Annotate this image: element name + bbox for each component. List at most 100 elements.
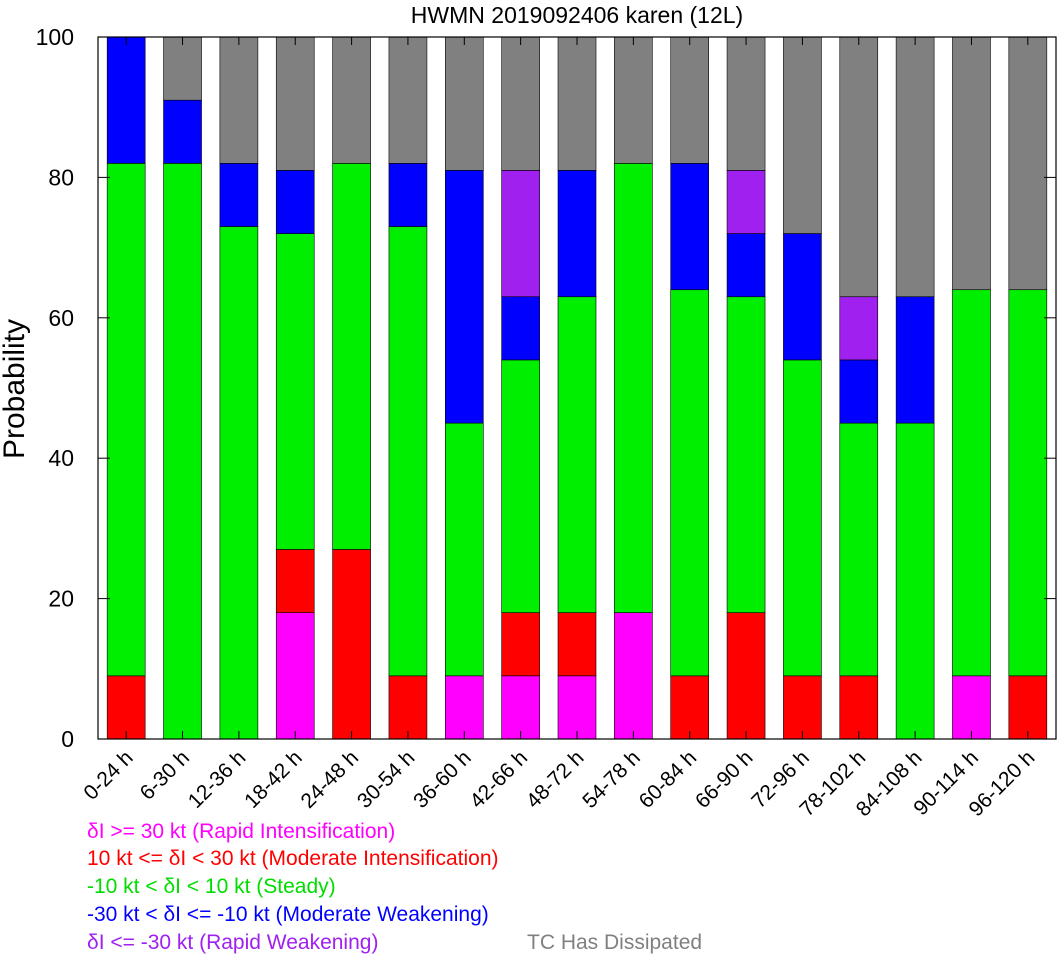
bar-segment-84-108h-s3 bbox=[895, 296, 935, 424]
bar-segment-48-72h-s2 bbox=[557, 296, 597, 613]
bar-segment-18-42h-s5 bbox=[275, 36, 315, 171]
legend-text: δI >= 30 kt (Rapid Intensification) bbox=[87, 820, 396, 843]
bar-segment-24-48h-s5 bbox=[332, 36, 371, 164]
bar-segment-12-36h-s5 bbox=[219, 36, 259, 164]
legend-steady: -10 kt < δI < 10 kt (Steady) bbox=[87, 875, 336, 899]
bar-segment-0-24h-s1 bbox=[106, 675, 146, 740]
bar-segment-42-66h-s4 bbox=[501, 170, 540, 298]
bar-segment-66-90h-s4 bbox=[726, 170, 766, 234]
bar-segment-42-66h-s3 bbox=[501, 296, 540, 361]
bar-segment-48-72h-s0 bbox=[557, 675, 597, 740]
legend-text: 10 kt <= δI < 30 kt (Moderate Intensific… bbox=[87, 847, 499, 870]
bar-segment-18-42h-s0 bbox=[275, 612, 315, 740]
legend-text: TC Has Dissipated bbox=[527, 931, 703, 954]
bar-segment-78-102h-s5 bbox=[839, 36, 879, 298]
bar-segment-78-102h-s1 bbox=[839, 675, 879, 740]
x-tick-label: 66-90 h bbox=[691, 746, 758, 813]
bar-segment-66-90h-s2 bbox=[726, 296, 766, 613]
bar-segment-36-60h-s0 bbox=[444, 675, 484, 740]
x-tick-label: 18-42 h bbox=[240, 746, 307, 813]
bar-segment-54-78h-s0 bbox=[614, 612, 653, 740]
bar-segment-90-114h-s2 bbox=[952, 289, 991, 677]
legend-dissipated: TC Has Dissipated bbox=[527, 931, 702, 955]
bar-segment-42-66h-s5 bbox=[501, 36, 540, 171]
bar-segment-78-102h-s4 bbox=[839, 296, 879, 361]
bar-segment-12-36h-s2 bbox=[219, 226, 259, 740]
bar-segment-42-66h-s2 bbox=[501, 359, 540, 613]
y-tick-label: 100 bbox=[36, 24, 74, 50]
bar-segment-36-60h-s3 bbox=[444, 170, 484, 424]
bar-segment-18-42h-s2 bbox=[275, 233, 315, 550]
y-tick-label: 40 bbox=[48, 445, 74, 471]
legend-moderate-weakening: -30 kt < δI <= -10 kt (Moderate Weakenin… bbox=[87, 903, 489, 927]
x-tick-label: 24-48 h bbox=[296, 746, 363, 813]
bar-segment-30-54h-s2 bbox=[388, 226, 428, 677]
bar-segment-24-48h-s2 bbox=[332, 163, 371, 550]
bar-segment-96-120h-s2 bbox=[1008, 289, 1048, 677]
bar-segment-6-30h-s3 bbox=[163, 99, 202, 164]
bar-segment-30-54h-s3 bbox=[388, 163, 428, 227]
legend-rapid-intensification: δI >= 30 kt (Rapid Intensification) bbox=[87, 820, 395, 844]
bar-segment-0-24h-s3 bbox=[106, 36, 146, 164]
bar-segment-90-114h-s0 bbox=[952, 675, 991, 740]
bar-segment-66-90h-s1 bbox=[726, 612, 766, 740]
bar-segment-42-66h-s0 bbox=[501, 675, 540, 740]
bar-segment-6-30h-s5 bbox=[163, 36, 202, 101]
bar-segment-12-36h-s3 bbox=[219, 163, 259, 227]
bar-segment-18-42h-s3 bbox=[275, 170, 315, 234]
legend-text: -30 kt < δI <= -10 kt (Moderate Weakenin… bbox=[87, 903, 489, 926]
y-tick-label: 20 bbox=[48, 586, 74, 612]
bar-segment-60-84h-s2 bbox=[670, 289, 710, 677]
legend-moderate-intensification: 10 kt <= δI < 30 kt (Moderate Intensific… bbox=[87, 847, 499, 871]
bar-segment-0-24h-s2 bbox=[106, 163, 146, 677]
bar-segment-42-66h-s1 bbox=[501, 612, 540, 677]
x-tick-label: 36-60 h bbox=[409, 746, 476, 813]
x-tick-label: 54-78 h bbox=[578, 746, 645, 813]
bar-segment-78-102h-s2 bbox=[839, 422, 879, 677]
bar-segment-48-72h-s1 bbox=[557, 612, 597, 677]
bar-segment-84-108h-s2 bbox=[895, 422, 935, 740]
bar-segment-60-84h-s5 bbox=[670, 36, 710, 164]
bar-segment-66-90h-s5 bbox=[726, 36, 766, 171]
bar-segment-30-54h-s5 bbox=[388, 36, 428, 164]
bar-segment-36-60h-s5 bbox=[444, 36, 484, 171]
bar-segment-72-96h-s5 bbox=[783, 36, 822, 234]
x-tick-label: 48-72 h bbox=[522, 746, 589, 813]
y-axis-label: Probability bbox=[0, 319, 31, 459]
x-tick-labels: 0-24 h6-30 h12-36 h18-42 h24-48 h30-54 h… bbox=[79, 746, 1039, 821]
plot-frame bbox=[97, 36, 1057, 740]
x-tick-label: 30-54 h bbox=[353, 746, 420, 813]
bar-segment-90-114h-s5 bbox=[952, 36, 991, 291]
y-tick-label: 80 bbox=[48, 164, 74, 190]
bar-segment-72-96h-s3 bbox=[783, 233, 822, 361]
x-tick-label: 12-36 h bbox=[184, 746, 251, 813]
legend-text: δI <= -30 kt (Rapid Weakening) bbox=[87, 931, 379, 954]
x-tick-label: 0-24 h bbox=[79, 746, 137, 804]
bar-segment-24-48h-s1 bbox=[332, 549, 371, 740]
bar-segment-60-84h-s3 bbox=[670, 163, 710, 291]
bar-segment-72-96h-s2 bbox=[783, 359, 822, 677]
bar-segment-66-90h-s3 bbox=[726, 233, 766, 298]
bar-segment-48-72h-s3 bbox=[557, 170, 597, 298]
axes-group: 0 20 40 60 80 100 bbox=[36, 24, 1057, 752]
bar-segment-96-120h-s5 bbox=[1008, 36, 1048, 291]
legend-rapid-weakening: δI <= -30 kt (Rapid Weakening) bbox=[87, 931, 378, 955]
bar-segment-30-54h-s1 bbox=[388, 675, 428, 740]
bar-segment-6-30h-s2 bbox=[163, 163, 202, 740]
x-tick-label: 60-84 h bbox=[635, 746, 702, 813]
legend-text: -10 kt < δI < 10 kt (Steady) bbox=[87, 875, 336, 898]
bar-segment-54-78h-s5 bbox=[614, 36, 653, 164]
bar-segment-72-96h-s1 bbox=[783, 675, 822, 740]
bar-segment-84-108h-s5 bbox=[895, 36, 935, 298]
chart-title: HWMN 2019092406 karen (12L) bbox=[411, 2, 743, 28]
bar-segment-60-84h-s1 bbox=[670, 675, 710, 740]
bar-segment-18-42h-s1 bbox=[275, 549, 315, 613]
bar-segment-96-120h-s1 bbox=[1008, 675, 1048, 740]
bar-segment-36-60h-s2 bbox=[444, 422, 484, 677]
bars-group bbox=[106, 36, 1048, 740]
y-tick-label: 0 bbox=[61, 726, 74, 752]
y-tick-label: 60 bbox=[48, 305, 74, 331]
bar-segment-78-102h-s3 bbox=[839, 359, 879, 424]
x-tick-label: 42-66 h bbox=[466, 746, 533, 813]
